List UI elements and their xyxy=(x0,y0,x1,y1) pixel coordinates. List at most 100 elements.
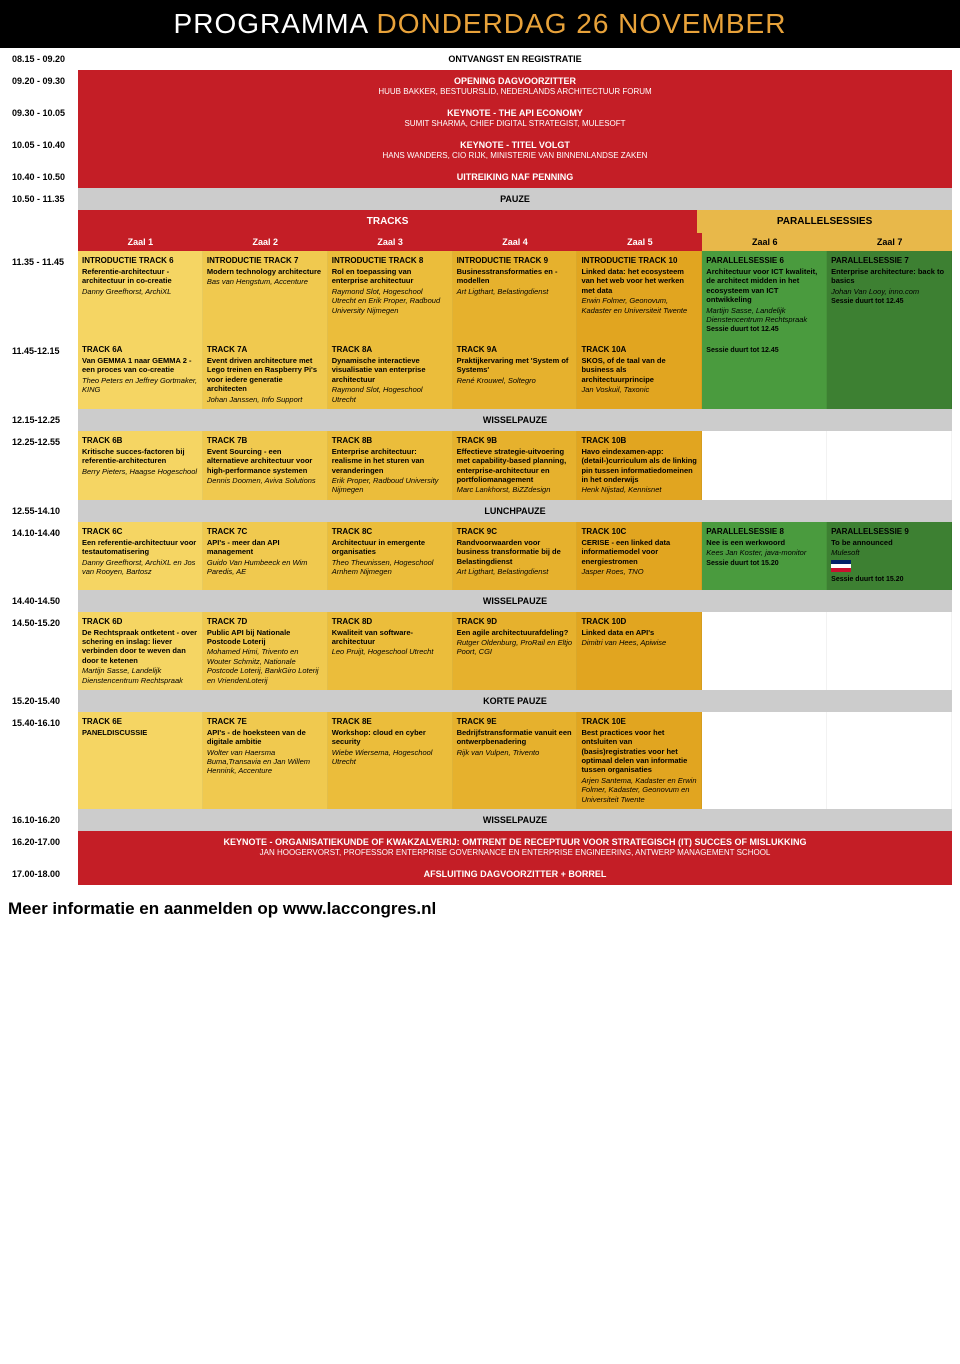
track-cell[interactable]: INTRODUCTIE TRACK 6Referentie-architectu… xyxy=(78,251,203,340)
track-number: TRACK 7B xyxy=(207,436,323,446)
track-title: Rol en toepassing van enterprise archite… xyxy=(332,267,448,286)
track-row: 14.10-14.40TRACK 6CEen referentie-archit… xyxy=(8,522,952,590)
track-title: Event Sourcing - een alternatieve archit… xyxy=(207,447,323,475)
track-cell[interactable]: PARALLELSESSIE 9To be announcedMulesoftS… xyxy=(827,522,952,590)
track-row: 15.40-16.10TRACK 6EPANELDISCUSSIETRACK 7… xyxy=(8,712,952,809)
track-speaker: Henk Nijstad, Kennisnet xyxy=(581,485,697,494)
track-cell[interactable]: TRACK 9EBedrijfstransformatie vanuit een… xyxy=(453,712,578,809)
room-header: Zaal 1 xyxy=(78,233,203,251)
track-cell[interactable]: PARALLELSESSIE 8Nee is een werkwoordKees… xyxy=(702,522,827,590)
closing-session: AFSLUITING DAGVOORZITTER + BORREL xyxy=(78,863,952,885)
track-number: TRACK 6B xyxy=(82,436,198,446)
track-cell[interactable]: TRACK 7CAPI's - meer dan API managementG… xyxy=(203,522,328,590)
plenary-row: 10.40 - 10.50UITREIKING NAF PENNING xyxy=(8,166,952,188)
track-title: Een agile architectuurafdeling? xyxy=(457,628,573,637)
track-cell[interactable]: TRACK 8ADynamische interactieve visualis… xyxy=(328,340,453,409)
track-cell[interactable]: INTRODUCTIE TRACK 10Linked data: het eco… xyxy=(577,251,702,340)
track-speaker: Jasper Roes, TNO xyxy=(581,567,697,576)
track-cell[interactable] xyxy=(827,340,952,409)
track-cell[interactable]: TRACK 6AVan GEMMA 1 naar GEMMA 2 - een p… xyxy=(78,340,203,409)
track-cell[interactable]: TRACK 8DKwaliteit van software-architect… xyxy=(328,612,453,690)
track-speaker: Wolter van Haersma Buma,Transavia en Jan… xyxy=(207,748,323,776)
track-speaker: Art Ligthart, Belastingdienst xyxy=(457,287,573,296)
track-number: INTRODUCTIE TRACK 6 xyxy=(82,256,198,266)
track-speaker: Martijn Sasse, Landelijk Dienstencentrum… xyxy=(706,306,822,325)
track-number: INTRODUCTIE TRACK 10 xyxy=(581,256,697,266)
track-speaker: Art Ligthart, Belastingdienst xyxy=(457,567,573,576)
track-cell[interactable]: TRACK 6DDe Rechtspraak ontketent - over … xyxy=(78,612,203,690)
time-slot: 12.15-12.25 xyxy=(8,409,78,431)
track-speaker: Erik Proper, Radboud University Nijmegen xyxy=(332,476,448,495)
track-cell[interactable]: TRACK 10ASKOS, of de taal van de busines… xyxy=(577,340,702,409)
track-number: PARALLELSESSIE 9 xyxy=(831,527,947,537)
time-slot: 09.20 - 09.30 xyxy=(8,70,78,102)
track-title: Effectieve strategie-uitvoering met capa… xyxy=(457,447,573,485)
track-title: SKOS, of de taal van de business als arc… xyxy=(581,356,697,384)
track-speaker: Erwin Folmer, Geonovum, Kadaster en Univ… xyxy=(581,296,697,315)
track-number: TRACK 9D xyxy=(457,617,573,627)
track-cell[interactable]: PARALLELSESSIE 7Enterprise architecture:… xyxy=(827,251,952,340)
break-row: 12.55-14.10LUNCHPAUZE xyxy=(8,500,952,522)
plenary-row: 10.50 - 11.35PAUZE xyxy=(8,188,952,210)
track-cell[interactable]: PARALLELSESSIE 6Architectuur voor ICT kw… xyxy=(702,251,827,340)
track-cell[interactable]: TRACK 6CEen referentie-architectuur voor… xyxy=(78,522,203,590)
track-cell[interactable]: TRACK 9BEffectieve strategie-uitvoering … xyxy=(453,431,578,500)
track-cell[interactable]: TRACK 8BEnterprise architectuur: realism… xyxy=(328,431,453,500)
track-title: Randvoorwaarden voor business transforma… xyxy=(457,538,573,566)
track-cell[interactable]: TRACK 7BEvent Sourcing - een alternatiev… xyxy=(203,431,328,500)
track-cell[interactable]: TRACK 7AEvent driven architecture met Le… xyxy=(203,340,328,409)
track-cell[interactable]: TRACK 10EBest practices voor het ontslui… xyxy=(577,712,702,809)
footer-link[interactable]: Meer informatie en aanmelden op www.lacc… xyxy=(0,885,960,933)
break-label: WISSELPAUZE xyxy=(78,590,952,612)
track-title: Kritische succes-factoren bij referentie… xyxy=(82,447,198,466)
track-cell[interactable]: TRACK 7EAPI's - de hoeksteen van de digi… xyxy=(203,712,328,809)
time-slot: 12.55-14.10 xyxy=(8,500,78,522)
track-speaker: Berry Pieters, Haagse Hogeschool xyxy=(82,467,198,476)
track-number: TRACK 8C xyxy=(332,527,448,537)
track-cell[interactable]: TRACK 10CCERISE - een linked data inform… xyxy=(577,522,702,590)
track-cell[interactable]: TRACK 9CRandvoorwaarden voor business tr… xyxy=(453,522,578,590)
time-slot: 12.25-12.55 xyxy=(8,431,78,500)
track-number: PARALLELSESSIE 8 xyxy=(706,527,822,537)
track-cell[interactable]: TRACK 9DEen agile architectuurafdeling?R… xyxy=(453,612,578,690)
track-number: INTRODUCTIE TRACK 9 xyxy=(457,256,573,266)
track-cell[interactable]: TRACK 6EPANELDISCUSSIE xyxy=(78,712,203,809)
track-cell[interactable]: INTRODUCTIE TRACK 8Rol en toepassing van… xyxy=(328,251,453,340)
time-slot: 11.35 - 11.45 xyxy=(8,251,78,340)
track-cell[interactable]: TRACK 6BKritische succes-factoren bij re… xyxy=(78,431,203,500)
track-title: Workshop: cloud en cyber security xyxy=(332,728,448,747)
track-number: PARALLELSESSIE 7 xyxy=(831,256,947,266)
track-cell[interactable]: TRACK 8EWorkshop: cloud en cyber securit… xyxy=(328,712,453,809)
time-slot: 15.20-15.40 xyxy=(8,690,78,712)
track-cell[interactable]: INTRODUCTIE TRACK 9Businesstransformatie… xyxy=(453,251,578,340)
track-number: TRACK 6A xyxy=(82,345,198,355)
schedule: 08.15 - 09.20ONTVANGST EN REGISTRATIE09.… xyxy=(0,48,960,885)
track-speaker: Mulesoft xyxy=(831,548,947,557)
track-cell[interactable]: TRACK 10DLinked data en API'sDimitri van… xyxy=(577,612,702,690)
track-cell[interactable]: TRACK 9APraktijkervaring met 'System of … xyxy=(453,340,578,409)
session-duration: Sessie duurt tot 12.45 xyxy=(706,326,822,335)
track-cell[interactable]: INTRODUCTIE TRACK 7Modern technology arc… xyxy=(203,251,328,340)
track-number: PARALLELSESSIE 6 xyxy=(706,256,822,266)
track-number: TRACK 7C xyxy=(207,527,323,537)
room-header: Zaal 3 xyxy=(328,233,453,251)
plenary-row: 09.30 - 10.05KEYNOTE - THE API ECONOMYSU… xyxy=(8,102,952,134)
track-row: 11.35 - 11.45INTRODUCTIE TRACK 6Referent… xyxy=(8,251,952,340)
track-cell[interactable]: Sessie duurt tot 12.45 xyxy=(702,340,827,409)
track-title: Een referentie-architectuur voor testaut… xyxy=(82,538,198,557)
closing-row: 16.20-17.00KEYNOTE - ORGANISATIEKUNDE OF… xyxy=(8,831,952,863)
plenary-session: PAUZE xyxy=(78,188,952,210)
track-title: Referentie-architectuur - architectuur i… xyxy=(82,267,198,286)
track-speaker: Mohamed Himi, Trivento en Wouter Schmitz… xyxy=(207,647,323,685)
track-title: Havo eindexamen-app: (detail-)curriculum… xyxy=(581,447,697,485)
plenary-session: KEYNOTE - TITEL VOLGTHANS WANDERS, CIO R… xyxy=(78,134,952,166)
track-speaker: Dennis Doomen, Aviva Solutions xyxy=(207,476,323,485)
track-cell[interactable]: TRACK 10BHavo eindexamen-app: (detail-)c… xyxy=(577,431,702,500)
track-cell[interactable]: TRACK 8CArchitectuur in emergente organi… xyxy=(328,522,453,590)
page-header: PROGRAMMA DONDERDAG 26 NOVEMBER xyxy=(0,0,960,48)
session-duration: Sessie duurt tot 15.20 xyxy=(831,576,947,585)
parallel-label: PARALLELSESSIES xyxy=(697,210,952,233)
track-cell[interactable]: TRACK 7DPublic API bij Nationale Postcod… xyxy=(203,612,328,690)
track-speaker: Dimitri van Hees, Apiwise xyxy=(581,638,697,647)
track-title: Public API bij Nationale Postcode Loteri… xyxy=(207,628,323,647)
